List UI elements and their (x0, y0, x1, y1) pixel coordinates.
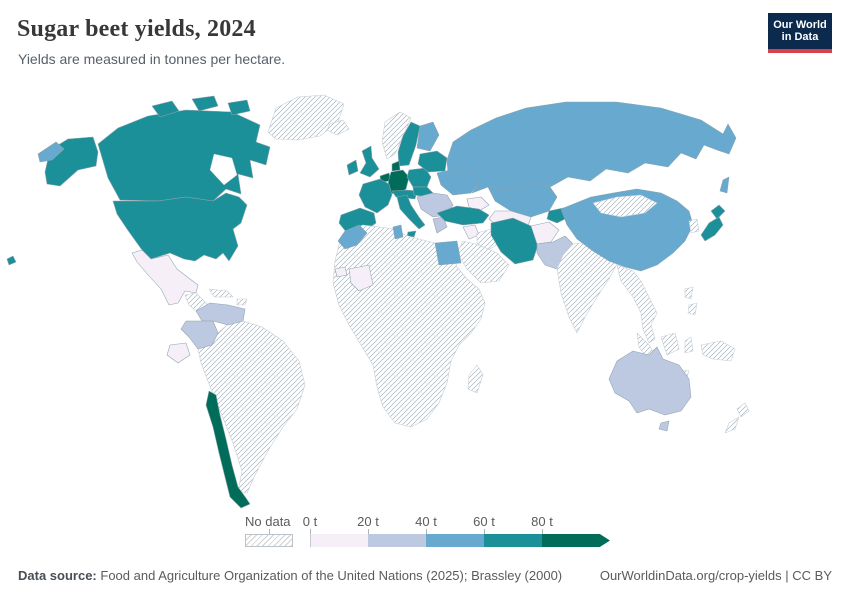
footer-source: Data source: Food and Agriculture Organi… (18, 568, 562, 583)
owid-logo-line1: Our World (773, 19, 827, 31)
region-cuba[interactable] (208, 288, 234, 298)
legend-tick (484, 529, 485, 534)
legend-tick (426, 529, 427, 534)
region-greenland[interactable] (267, 94, 345, 141)
legend-tick (368, 529, 369, 534)
region-united-states[interactable] (112, 192, 248, 262)
legend-no-data-label: No data (245, 514, 291, 529)
region-morocco[interactable] (337, 224, 368, 250)
legend-bin-40-60[interactable] (426, 534, 484, 547)
footer-source-label: Data source: (18, 568, 97, 583)
page-subtitle: Yields are measured in tonnes per hectar… (18, 51, 286, 67)
region-united-kingdom[interactable] (359, 145, 380, 178)
region-colombia[interactable] (180, 320, 219, 350)
region-new-zealand-south[interactable] (724, 416, 740, 434)
region-mexico[interactable] (131, 249, 199, 306)
region-iran[interactable] (490, 217, 540, 265)
legend-tick (542, 529, 543, 534)
region-philippines-2[interactable] (687, 302, 698, 316)
legend-no-data-swatch[interactable] (245, 534, 293, 547)
region-sulawesi[interactable] (684, 336, 694, 354)
region-philippines-1[interactable] (684, 286, 694, 300)
region-japan-hokkaido[interactable] (710, 204, 726, 220)
region-india[interactable] (556, 241, 618, 334)
region-italy[interactable] (396, 194, 426, 230)
footer-license-link[interactable]: OurWorldinData.org/crop-yields | CC BY (599, 568, 832, 583)
legend-tick-label: 60 t (473, 514, 495, 529)
region-greece[interactable] (432, 216, 448, 234)
region-sicily[interactable] (406, 230, 417, 238)
region-mongolia[interactable] (592, 194, 658, 218)
region-sweden[interactable] (397, 121, 421, 167)
region-finland[interactable] (416, 121, 440, 152)
region-south-america[interactable] (197, 308, 306, 494)
region-egypt[interactable] (434, 240, 462, 266)
region-canada-island1[interactable] (151, 100, 180, 118)
region-canada[interactable] (97, 109, 271, 202)
legend-no-data-tick (269, 529, 270, 534)
region-denmark[interactable] (391, 160, 401, 172)
region-afghanistan[interactable] (530, 221, 560, 245)
region-syria[interactable] (462, 224, 480, 240)
region-ireland[interactable] (346, 159, 359, 176)
region-south-korea[interactable] (688, 218, 700, 234)
region-new-guinea[interactable] (700, 340, 736, 362)
region-tasmania[interactable] (658, 420, 670, 432)
map-legend: No data 0 t 20 t 40 t 60 t 80 t (245, 514, 625, 550)
region-new-zealand-north[interactable] (736, 402, 750, 418)
region-chile[interactable] (205, 390, 251, 509)
region-russia[interactable] (446, 101, 737, 194)
hudson-bay (209, 153, 238, 186)
legend-bin-20-40[interactable] (368, 534, 426, 547)
region-hispaniola[interactable] (236, 298, 248, 306)
owid-logo-line2: in Data (781, 31, 819, 43)
world-map (0, 92, 850, 516)
region-borneo[interactable] (660, 332, 680, 356)
region-france[interactable] (358, 178, 393, 214)
region-china[interactable] (560, 188, 694, 272)
region-hawaii[interactable] (6, 255, 17, 266)
region-canada-island2[interactable] (191, 95, 219, 112)
region-australia[interactable] (608, 346, 692, 416)
region-caucasus[interactable] (466, 196, 490, 212)
owid-logo[interactable]: Our World in Data (768, 13, 832, 53)
region-sakhalin[interactable] (719, 176, 730, 194)
legend-tick (310, 529, 311, 534)
page-title: Sugar beet yields, 2024 (17, 16, 256, 42)
region-mali[interactable] (348, 264, 374, 292)
chart-footer: Data source: Food and Agriculture Organi… (18, 568, 832, 583)
region-norway[interactable] (381, 111, 412, 160)
legend-tick-label: 80 t (531, 514, 553, 529)
region-senegal[interactable] (334, 266, 348, 278)
region-iceland[interactable] (326, 119, 350, 136)
legend-tick-label: 20 t (357, 514, 379, 529)
chart-header: Sugar beet yields, 2024 Yields are measu… (0, 0, 850, 80)
region-chukotka[interactable] (37, 141, 65, 163)
region-southeast-asia[interactable] (616, 264, 658, 344)
legend-tick-label: 0 t (302, 514, 318, 529)
region-tunisia[interactable] (392, 224, 404, 240)
region-kazakhstan[interactable] (487, 182, 558, 218)
footer-source-link[interactable]: Food and Agriculture Organization of the… (100, 568, 563, 583)
region-turkey[interactable] (436, 205, 490, 226)
legend-bin-80+[interactable] (542, 534, 610, 547)
region-japan-honshu[interactable] (700, 216, 724, 242)
region-madagascar[interactable] (467, 364, 484, 394)
legend-bin-0-20[interactable] (310, 534, 369, 547)
region-canada-island3[interactable] (227, 99, 251, 116)
legend-tick-label: 40 t (415, 514, 437, 529)
legend-bin-60-80[interactable] (484, 534, 542, 547)
region-ecuador[interactable] (166, 342, 191, 364)
